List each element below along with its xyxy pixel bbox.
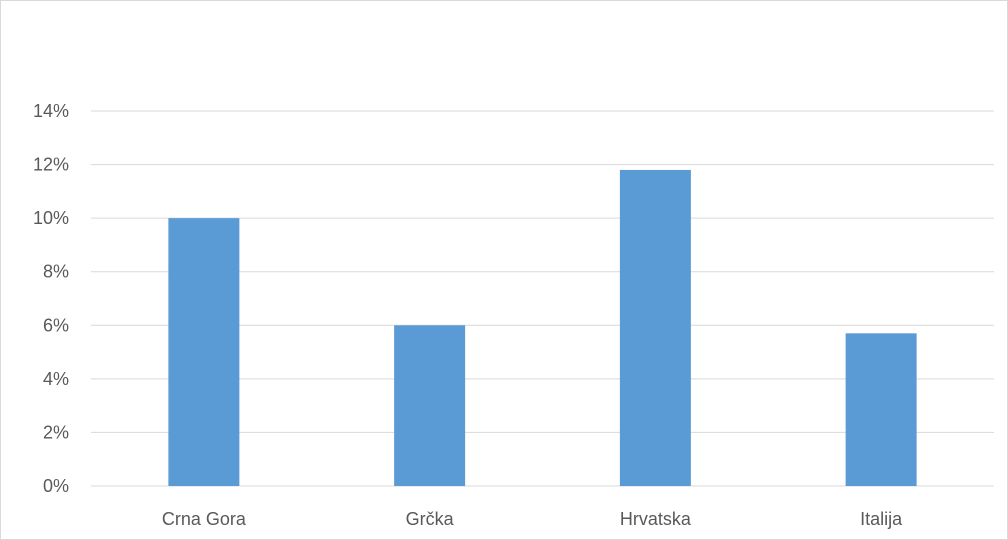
y-tick-label: 4%: [43, 369, 69, 389]
x-axis-tick-labels: Crna Gora Grčka Hrvatska Italija: [162, 509, 903, 529]
bar-hrvatska: [619, 169, 691, 486]
y-tick-label: 10%: [33, 208, 69, 228]
x-tick-label: Hrvatska: [620, 509, 692, 529]
x-tick-label: Italija: [860, 509, 903, 529]
y-axis-tick-labels: 0% 2% 4% 6% 8% 10% 12% 14%: [33, 101, 69, 496]
x-tick-label: Crna Gora: [162, 509, 247, 529]
x-tick-label: Grčka: [406, 509, 455, 529]
y-tick-label: 12%: [33, 155, 69, 175]
y-tick-label: 0%: [43, 476, 69, 496]
gridlines: [91, 110, 994, 487]
y-tick-label: 2%: [43, 422, 69, 442]
bar-grčka: [394, 325, 466, 486]
bar-crna-gora: [168, 218, 240, 486]
y-tick-label: 14%: [33, 101, 69, 121]
bars: [168, 169, 917, 486]
bar-italija: [845, 333, 917, 486]
y-tick-label: 8%: [43, 262, 69, 282]
y-tick-label: 6%: [43, 315, 69, 335]
